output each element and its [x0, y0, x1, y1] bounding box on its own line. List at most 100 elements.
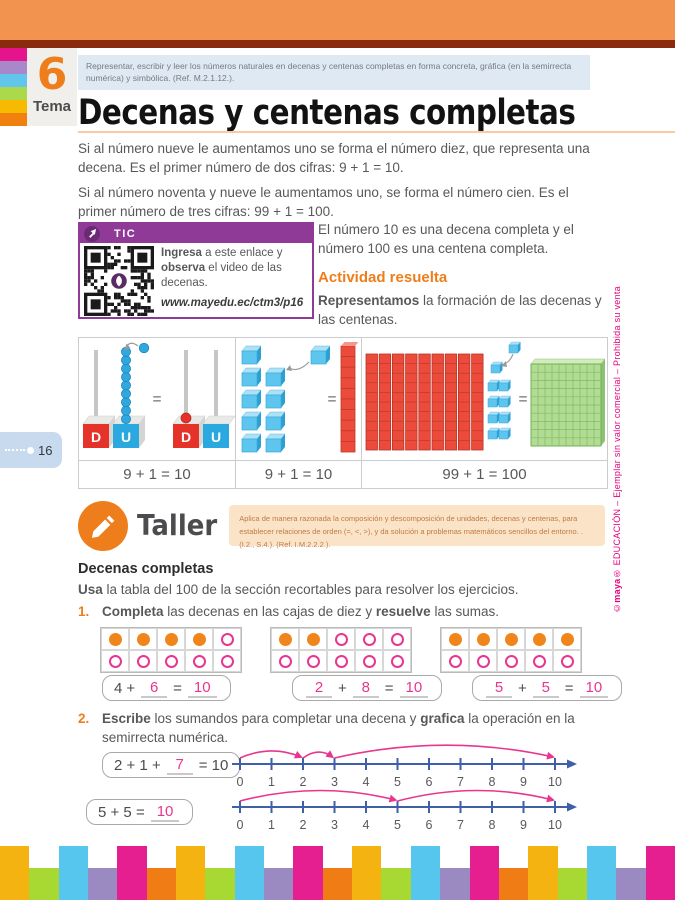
decorative-bar	[0, 846, 30, 900]
counter-empty	[504, 654, 518, 668]
page-title: Decenas y centenas completas	[78, 93, 576, 134]
page-number: 16	[38, 442, 53, 458]
taller-label: Taller	[137, 509, 218, 542]
printed-term: +	[518, 679, 527, 697]
activity-title: Actividad resuelta	[318, 269, 448, 287]
svg-text:7: 7	[457, 775, 464, 788]
worked-example-panel: D U = D	[78, 337, 608, 489]
tic-url: www.mayedu.ec/ctm3/p16	[161, 296, 304, 309]
answer-value: 5	[486, 679, 512, 698]
ten-frame-cell	[469, 650, 497, 672]
ten-frame-cell	[525, 650, 553, 672]
ten-frame-cell	[271, 650, 299, 672]
ten-frame-cell	[101, 650, 129, 672]
ten-frame-cell	[213, 628, 241, 650]
color-square	[0, 100, 27, 113]
decorative-bar	[146, 868, 177, 900]
counter-filled	[476, 632, 490, 646]
answer-value: 5	[532, 679, 559, 698]
counter-filled	[504, 632, 518, 646]
ten-frame	[270, 627, 412, 673]
ten-frame-cell	[129, 650, 157, 672]
ten-frames-row	[78, 627, 608, 673]
decorative-bar	[293, 846, 323, 900]
exercise-text: Completa las decenas en las cajas de die…	[102, 604, 499, 619]
svg-text:4: 4	[363, 818, 370, 831]
svg-text:=: =	[152, 391, 161, 408]
tic-label: TIC	[114, 227, 137, 240]
tic-header: TIC	[80, 224, 312, 243]
ten-frame	[100, 627, 242, 673]
tic-instruction-text: Ingresa a este enlace y observa el video…	[161, 247, 283, 289]
counter-empty	[220, 654, 234, 668]
color-square	[0, 87, 27, 100]
svg-text:8: 8	[489, 818, 496, 831]
tema-number: 6	[36, 49, 68, 100]
printed-term: =	[564, 679, 574, 697]
ten-frame-cell	[497, 628, 525, 650]
decorative-bar	[586, 846, 617, 900]
svg-text:3: 3	[331, 775, 338, 788]
counter-empty	[362, 654, 376, 668]
ten-frame-cell	[185, 650, 213, 672]
counter-empty	[306, 654, 320, 668]
ten-frame-cell	[553, 628, 581, 650]
curriculum-standard-note: Representar, escribir y leer los números…	[78, 55, 590, 90]
ten-frame-cell	[157, 628, 185, 650]
answer-value: 10	[579, 679, 609, 698]
svg-text:U: U	[120, 429, 130, 445]
counter-filled	[306, 632, 320, 646]
number-line: 0 1 2 3 4 5 6 7 8 9 10	[232, 744, 577, 788]
ten-frame-cell	[441, 650, 469, 672]
counter-filled	[164, 632, 178, 646]
section-heading: Decenas completas	[78, 561, 214, 577]
counter-empty	[560, 654, 574, 668]
ten-frame-cell	[355, 628, 383, 650]
svg-text:6: 6	[426, 775, 433, 788]
counter-empty	[390, 654, 404, 668]
decorative-bar	[352, 846, 382, 900]
ten-frame-cell	[101, 628, 129, 650]
equation-box: 2 +8 = 10	[292, 675, 443, 701]
color-square	[0, 61, 27, 74]
decorative-bar	[58, 846, 89, 900]
activity-column: El número 10 es una decena completa y el…	[318, 220, 615, 330]
counter-filled	[532, 632, 546, 646]
svg-text:10: 10	[548, 818, 562, 831]
color-square	[0, 113, 27, 126]
decorative-bar	[498, 868, 529, 900]
ten-frame-cell	[383, 650, 411, 672]
equation-box: 4 +6 = 10	[102, 675, 231, 701]
ten-frame-cell	[271, 628, 299, 650]
base-ten-illustration: =	[362, 338, 607, 460]
svg-text:2: 2	[300, 818, 307, 831]
svg-text:7: 7	[457, 818, 464, 831]
tema-label: Tema	[32, 98, 72, 115]
tic-box: TIC Ingresa a este enlace y observa el v…	[78, 222, 314, 319]
ten-frame-cell	[213, 650, 241, 672]
decorative-bar	[440, 868, 470, 900]
svg-text:5: 5	[394, 775, 401, 788]
printed-term: +	[338, 679, 347, 697]
ten-frame-cell	[299, 628, 327, 650]
counter-empty	[108, 654, 122, 668]
top-banner-stripe	[0, 40, 675, 48]
tema-tab: 6 Tema	[27, 48, 77, 126]
answer-value: 10	[150, 803, 180, 822]
ten-frame-cell	[469, 628, 497, 650]
equation-box: 5 +5 = 10	[472, 675, 623, 701]
top-banner	[0, 0, 675, 40]
activity-lead: Representamos la formación de las decena…	[318, 293, 602, 328]
ten-frame-cell	[441, 628, 469, 650]
svg-text:2: 2	[300, 775, 307, 788]
svg-text:D: D	[180, 429, 190, 445]
pencil-icon	[78, 500, 128, 551]
number-line: 0 1 2 3 4 5 6 7 8 9 10	[232, 789, 577, 831]
intro-paragraph-1: Si al número nueve le aumentamos uno se …	[78, 141, 590, 176]
decorative-bar	[469, 846, 499, 900]
section-lead: Usa la tabla del 100 de la sección recor…	[78, 582, 519, 597]
answer-value: 10	[399, 679, 429, 698]
answer-value: 8	[352, 679, 379, 698]
counter-empty	[278, 654, 292, 668]
color-square	[0, 74, 27, 87]
